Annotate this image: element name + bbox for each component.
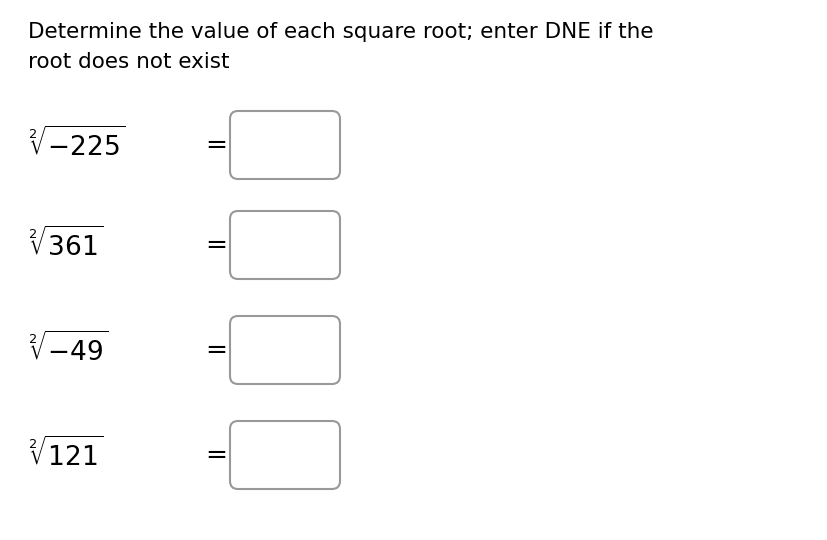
FancyBboxPatch shape — [230, 111, 340, 179]
FancyBboxPatch shape — [230, 211, 340, 279]
Text: $\sqrt[2]{361}$: $\sqrt[2]{361}$ — [28, 228, 103, 262]
Text: $=$: $=$ — [199, 233, 226, 257]
Text: $\sqrt[2]{121}$: $\sqrt[2]{121}$ — [28, 437, 103, 472]
Text: $=$: $=$ — [199, 133, 226, 157]
FancyBboxPatch shape — [230, 316, 340, 384]
Text: $\sqrt[2]{-225}$: $\sqrt[2]{-225}$ — [28, 127, 125, 163]
Text: root does not exist: root does not exist — [28, 52, 229, 72]
Text: $\sqrt[2]{-49}$: $\sqrt[2]{-49}$ — [28, 333, 108, 367]
Text: $=$: $=$ — [199, 443, 226, 467]
Text: Determine the value of each square root; enter DNE if the: Determine the value of each square root;… — [28, 22, 653, 42]
FancyBboxPatch shape — [230, 421, 340, 489]
Text: $=$: $=$ — [199, 338, 226, 362]
